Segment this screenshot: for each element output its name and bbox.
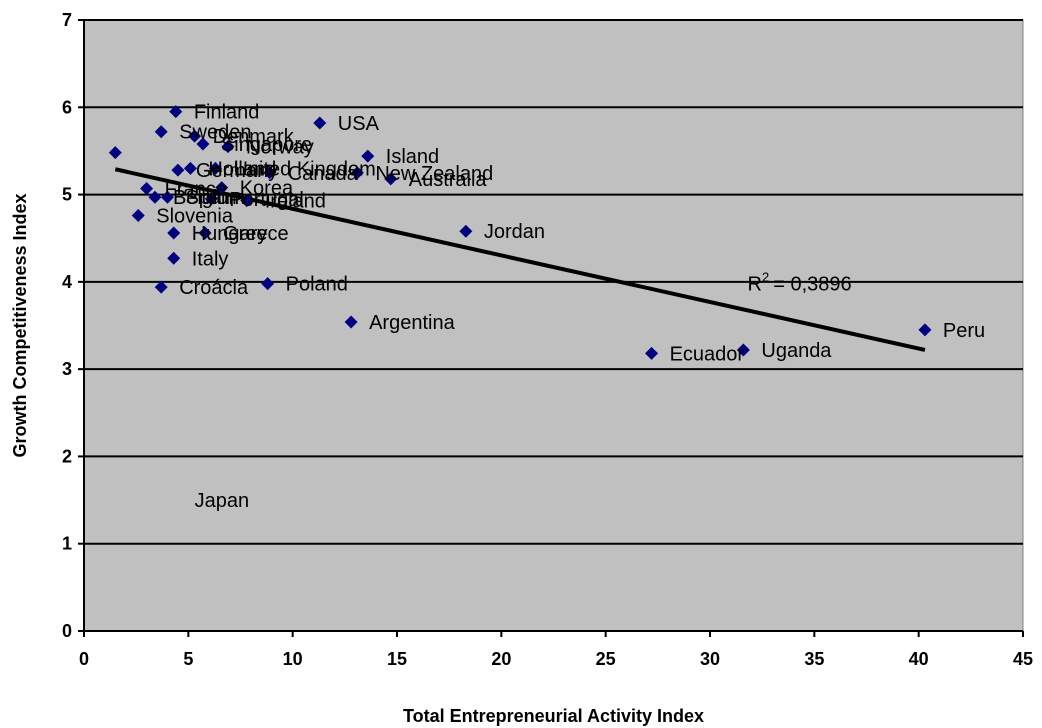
point-label-denmark: Denmark [213,126,295,148]
data-point-finland [169,105,183,119]
data-point-germany [171,163,185,177]
point-label-uganda: Uganda [761,340,832,362]
point-label-hungary: Hungary [192,223,268,245]
data-point-australia [384,172,398,186]
y-axis-title: Growth Competitiveness Index [10,193,30,457]
y-tick-label-0: 0 [62,621,72,641]
data-point-sweden [154,125,168,139]
x-tick-label-45: 45 [1013,649,1033,669]
point-label-korea: Korea [240,178,294,200]
r-squared-label: R2 = 0,3896 [748,270,852,296]
point-label-cro-cia: Croácia [179,277,249,299]
data-point-unlabeled-7 [108,146,122,160]
data-point-slovenia [131,209,145,223]
point-label-australia: Australia [409,169,488,191]
y-tick-label-2: 2 [62,446,72,466]
point-label-portugal: Portugal [229,189,304,211]
point-label-slovenia: Slovenia [156,206,234,228]
x-tick-label-35: 35 [804,649,824,669]
data-point-norway [221,140,235,154]
data-point-korea [215,181,229,195]
point-label-jordan: Jordan [484,221,545,243]
data-point-france [140,181,154,195]
data-point-belgium [148,190,162,204]
point-label-united-kingdom: United Kingdom [233,158,375,180]
data-point-canada [263,166,277,180]
point-label-argentina: Argentina [369,312,455,334]
x-tick-label-40: 40 [909,649,929,669]
point-label-norway: Norway [246,137,314,159]
point-label-spain: Spain [185,187,236,209]
y-tick-label-1: 1 [62,534,72,554]
point-label-new-zealand: New Zealand [375,163,493,185]
data-point-singapore [196,137,210,151]
point-label-italy: Italy [192,248,229,270]
data-point-uganda [736,343,750,357]
x-tick-label-0: 0 [79,649,89,669]
data-point-poland [261,277,275,291]
data-point-usa [313,116,327,130]
data-point-ireland [240,194,254,208]
point-label-greece: Greece [223,223,289,245]
x-tick-label-10: 10 [283,649,303,669]
y-tick-label-3: 3 [62,359,72,379]
y-axis-ticks: 0 1 2 3 4 5 6 7 [62,10,84,641]
point-label-island: Island [386,146,439,168]
x-tick-label-15: 15 [387,649,407,669]
y-tick-label-6: 6 [62,97,72,117]
x-tick-label-30: 30 [700,649,720,669]
x-tick-label-5: 5 [183,649,193,669]
point-label-peru: Peru [943,320,985,342]
data-point-portugal [204,192,218,206]
y-tick-label-4: 4 [62,272,72,292]
point-label-canada: Canada [288,163,359,185]
point-label-ecuador: Ecuador [670,343,745,365]
y-tick-label-5: 5 [62,185,72,205]
data-point-greece [198,226,212,240]
x-axis-title: Total Entrepreneurial Activity Index [403,706,704,726]
data-point-argentina [344,315,358,329]
x-tick-label-20: 20 [491,649,511,669]
point-label-usa: USA [338,113,380,135]
point-label-holland: Holland [208,158,276,180]
point-label-singapore: Singapore [221,134,312,156]
plot-area [83,19,1024,632]
point-label-ireland: Ireland [265,191,326,213]
point-label-sweden: Sweden [179,122,251,144]
data-point-denmark [188,129,202,143]
y-tick-label-7: 7 [62,10,72,30]
data-point-peru [918,323,932,337]
data-point-spain [160,190,174,204]
point-label-belgium: Belgium [173,187,245,209]
data-point-new-zealand [350,166,364,180]
stray-label-japan: Japan [195,490,250,512]
x-tick-label-25: 25 [596,649,616,669]
point-label-germany: Germany [196,160,278,182]
data-point-holland [183,161,197,175]
data-point-jordan [459,224,473,238]
data-points [108,105,932,360]
point-label-poland: Poland [286,274,348,296]
x-axis-ticks: 0 5 10 15 20 25 30 35 40 45 [79,20,1033,669]
data-point-island [361,149,375,163]
data-point-cro-cia [154,280,168,294]
data-point-hungary [167,226,181,240]
data-point-italy [167,251,181,265]
data-point-united-kingdom [208,161,222,175]
data-point-ecuador [645,346,659,360]
point-label-finland: Finland [194,102,260,124]
point-label-france: France [165,178,227,200]
